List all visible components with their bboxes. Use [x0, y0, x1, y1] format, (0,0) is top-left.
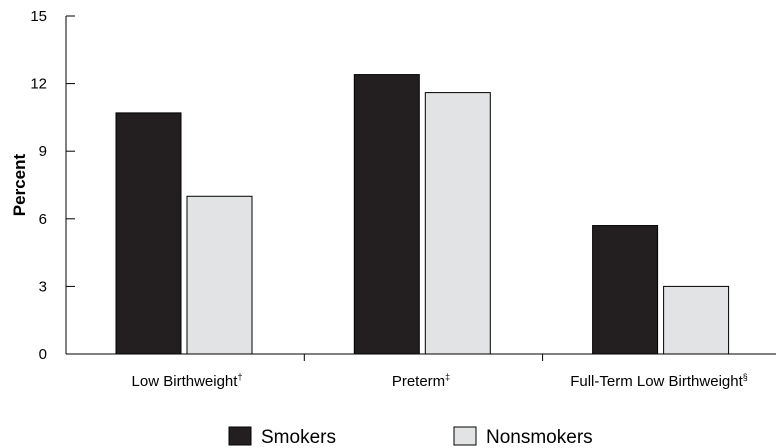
- category-label: Low Birthweight†: [132, 372, 243, 390]
- legend-swatch-smokers: [228, 426, 252, 446]
- category-label: Full-Term Low Birthweight§: [570, 372, 748, 390]
- legend-swatch-nonsmokers: [453, 426, 477, 446]
- y-tick-label: 9: [39, 143, 47, 160]
- legend-label-nonsmokers: Nonsmokers: [486, 427, 593, 448]
- y-tick-label: 15: [30, 8, 47, 25]
- y-tick-label: 0: [39, 346, 47, 363]
- bar-nonsmokers-3: [663, 285, 730, 355]
- y-tick-label: 6: [39, 211, 47, 228]
- legend: Smokers Nonsmokers: [228, 426, 593, 448]
- y-axis-label: Percent: [10, 153, 29, 216]
- category-label: Preterm‡: [392, 372, 450, 390]
- y-tick-label: 12: [30, 76, 47, 93]
- bars: [115, 74, 730, 355]
- bar-nonsmokers-1: [186, 195, 253, 355]
- bar-nonsmokers-2: [424, 92, 491, 355]
- legend-label-smokers: Smokers: [261, 427, 336, 448]
- bar-smokers-1: [115, 112, 182, 355]
- y-ticks: 0 3 6 9 12 15: [30, 8, 75, 363]
- bar-smokers-2: [353, 74, 420, 355]
- bar-smokers-3: [592, 225, 659, 355]
- category-labels: Low Birthweight† Preterm‡ Full-Term Low Bi…: [132, 372, 748, 390]
- y-tick-label: 3: [39, 278, 47, 295]
